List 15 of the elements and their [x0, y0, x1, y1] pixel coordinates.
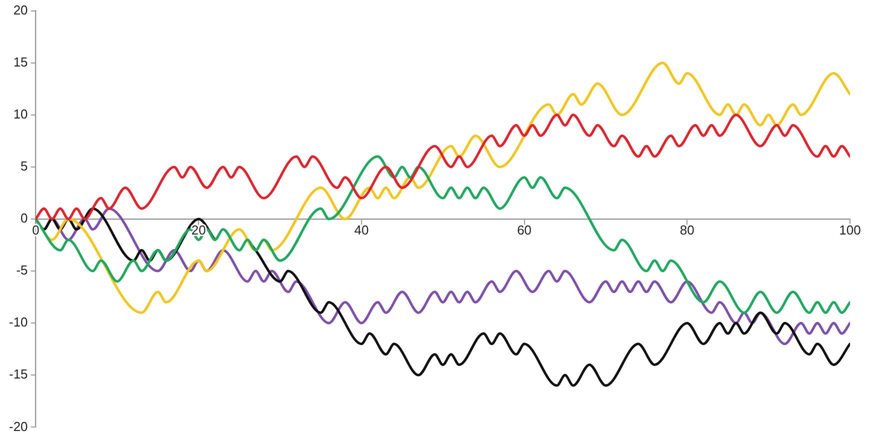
x-tick-label: 80: [680, 222, 694, 238]
y-tick-label: 0: [20, 210, 28, 226]
x-tick-label: 40: [354, 222, 369, 238]
y-tick-label: -5: [16, 262, 28, 278]
y-tick-label: -10: [8, 314, 28, 330]
x-tick-label: 100: [839, 222, 861, 238]
y-tick-label: -15: [8, 366, 28, 382]
y-tick-label: 20: [13, 2, 28, 18]
x-tick-label: 20: [191, 222, 206, 238]
x-tick-label: 0: [32, 222, 40, 238]
y-tick-label: -20: [8, 418, 28, 434]
y-tick-label: 10: [13, 106, 28, 122]
y-tick-label: 15: [13, 54, 28, 70]
y-tick-label: 5: [20, 158, 28, 174]
x-tick-label: 60: [517, 222, 532, 238]
